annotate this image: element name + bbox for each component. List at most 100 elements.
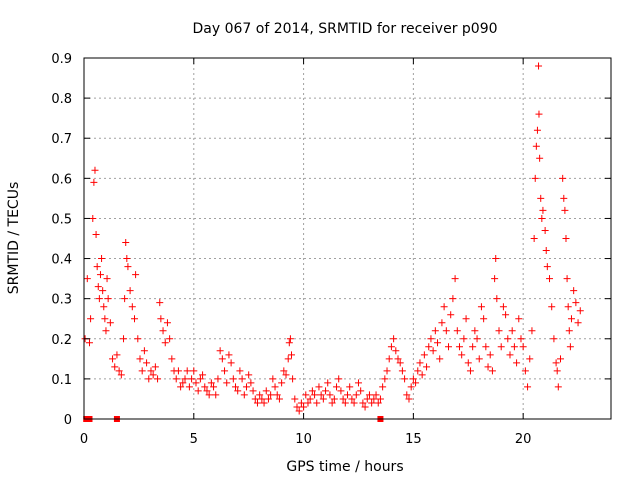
data-point	[188, 375, 196, 383]
y-axis-label: SRMTID / TECUs	[6, 182, 22, 295]
data-point	[151, 363, 159, 371]
data-point	[159, 327, 167, 335]
data-point	[550, 335, 558, 343]
data-point	[425, 343, 433, 351]
data-point	[91, 166, 99, 174]
data-point	[285, 339, 293, 347]
data-point	[154, 375, 162, 383]
data-point	[531, 174, 539, 182]
data-point	[247, 379, 255, 387]
data-point	[317, 391, 325, 399]
data-point	[192, 379, 200, 387]
data-point	[556, 355, 564, 363]
data-point	[302, 391, 310, 399]
data-point	[363, 395, 371, 403]
data-point	[455, 343, 463, 351]
data-point	[149, 371, 157, 379]
data-point	[196, 375, 204, 383]
data-point	[104, 295, 112, 303]
data-point	[570, 287, 578, 295]
data-point	[143, 359, 151, 367]
data-point	[333, 383, 341, 391]
data-point	[567, 315, 575, 323]
data-point	[94, 283, 102, 291]
data-point	[442, 327, 450, 335]
data-point	[548, 303, 556, 311]
data-point	[535, 110, 543, 118]
data-point	[256, 391, 264, 399]
data-point	[288, 351, 296, 359]
data-point	[471, 327, 479, 335]
data-point	[521, 367, 529, 375]
data-point	[559, 174, 567, 182]
data-point	[341, 399, 349, 407]
data-point	[445, 343, 453, 351]
data-point	[560, 194, 568, 202]
data-point	[90, 178, 98, 186]
data-point	[564, 303, 572, 311]
data-point	[322, 387, 330, 395]
data-point	[145, 375, 153, 383]
data-point	[280, 367, 288, 375]
data-point	[267, 391, 275, 399]
data-point	[562, 235, 570, 242]
data-point	[124, 263, 132, 271]
x-axis-label: GPS time / hours	[286, 459, 403, 475]
data-point	[156, 299, 164, 307]
data-point	[300, 403, 308, 411]
data-point	[311, 391, 319, 399]
data-point	[480, 315, 488, 323]
data-point	[502, 311, 510, 319]
data-point	[335, 375, 343, 383]
data-point	[361, 403, 369, 411]
data-point	[166, 335, 174, 343]
data-point	[515, 315, 523, 323]
data-point	[497, 343, 505, 351]
data-point	[218, 355, 226, 363]
data-point	[473, 335, 481, 343]
data-point	[147, 367, 155, 375]
data-point	[390, 335, 398, 343]
data-point	[308, 387, 316, 395]
data-point	[423, 363, 431, 371]
data-point	[181, 375, 189, 383]
data-point	[324, 379, 332, 387]
data-point	[289, 375, 297, 383]
data-point	[194, 387, 202, 395]
y-tick-label: 0	[64, 413, 72, 428]
data-point	[392, 347, 400, 355]
data-point	[365, 391, 373, 399]
data-point	[434, 339, 442, 347]
data-point	[469, 343, 477, 351]
data-point	[566, 343, 574, 351]
data-point	[553, 367, 561, 375]
data-point	[271, 383, 279, 391]
data-point	[212, 391, 220, 399]
data-point	[306, 395, 314, 403]
data-point	[100, 303, 108, 311]
data-point	[99, 287, 107, 295]
data-point	[163, 319, 171, 327]
y-tick-label: 0.6	[51, 172, 72, 187]
data-point	[96, 271, 104, 279]
data-point	[484, 363, 492, 371]
data-point	[374, 399, 382, 407]
data-point	[414, 367, 422, 375]
data-point	[258, 395, 266, 403]
data-point	[330, 395, 338, 403]
data-point	[546, 275, 554, 283]
data-point	[136, 355, 144, 363]
data-point	[210, 383, 218, 391]
y-tick-label: 0.4	[51, 253, 72, 268]
data-point	[572, 299, 580, 307]
data-point	[236, 367, 244, 375]
data-point	[436, 355, 444, 363]
axis-ticks: 0 0.1 0.2 0.3 0.4 0.5 0.6 0.7 0.8 0.9 0 5 10 15 20	[51, 52, 611, 447]
data-point	[229, 375, 237, 383]
data-point	[510, 343, 518, 351]
data-point	[238, 375, 246, 383]
data-point	[554, 383, 562, 391]
data-point	[565, 327, 573, 335]
data-point	[508, 327, 516, 335]
